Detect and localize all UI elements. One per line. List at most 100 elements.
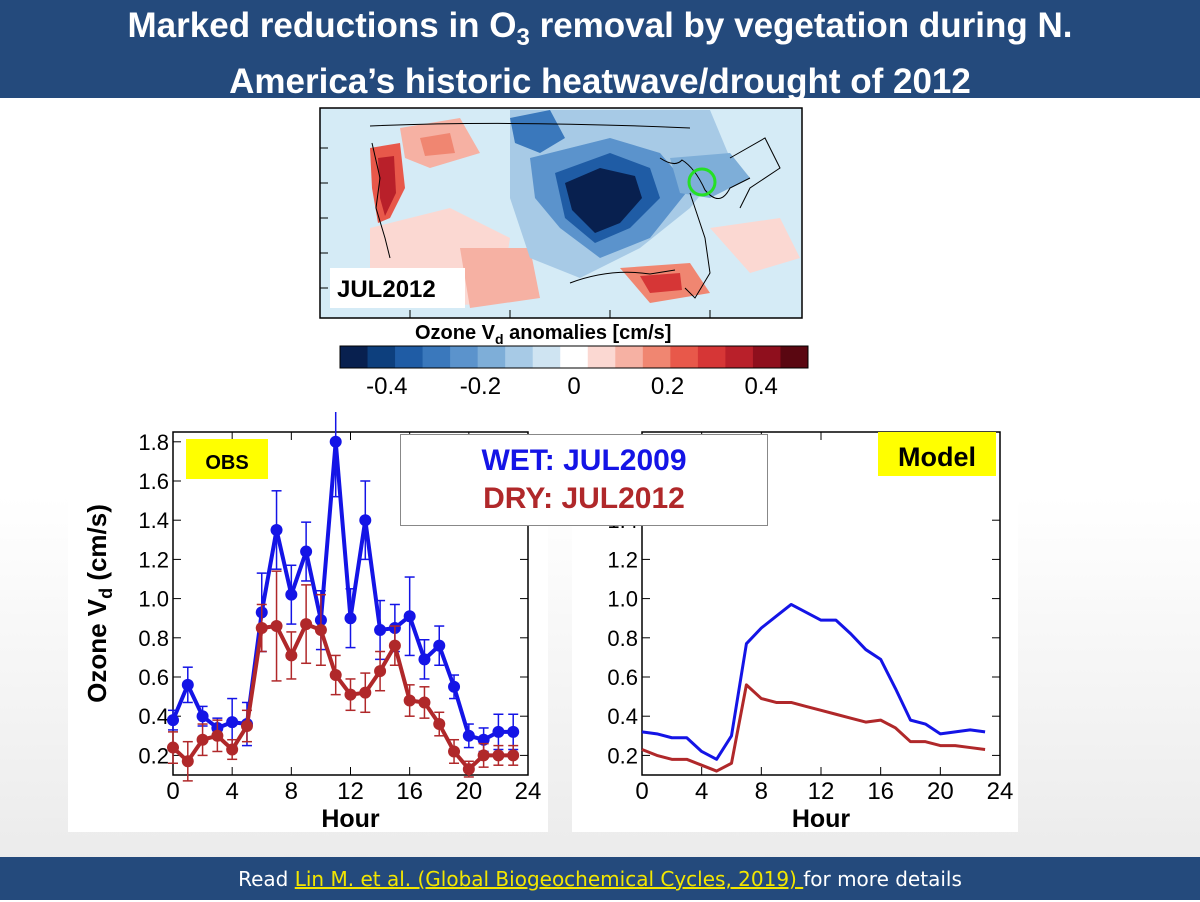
x-tick-label: 0 — [166, 778, 179, 805]
colorbar-tick-label: 0 — [567, 373, 580, 400]
x-tick-label: 12 — [337, 778, 364, 805]
series-dry — [167, 570, 520, 782]
x-tick-label: 20 — [927, 778, 954, 805]
data-point — [344, 688, 357, 701]
x-tick-label: 4 — [225, 778, 238, 805]
y-tick-label: 0.4 — [607, 704, 638, 729]
data-point — [226, 716, 239, 729]
y-tick-label: 0.6 — [138, 665, 169, 690]
panel-label: Model — [898, 442, 976, 472]
legend-wet: WET: JUL2009 — [481, 444, 687, 477]
colorbar-swatch — [340, 346, 369, 368]
title-text: Marked reductions in O — [127, 6, 517, 45]
map-coastlines — [369, 122, 781, 299]
data-point — [300, 618, 313, 631]
data-point — [477, 733, 490, 746]
panel-label-box — [878, 432, 996, 476]
colorbar-swatch — [367, 346, 396, 368]
data-point — [448, 745, 461, 758]
x-tick-label: 20 — [455, 778, 482, 805]
data-point — [181, 678, 194, 691]
x-tick-label: 16 — [867, 778, 894, 805]
data-point — [374, 665, 387, 678]
data-point — [507, 725, 520, 738]
data-point — [270, 620, 283, 633]
data-point — [433, 639, 446, 652]
x-axis-label: Hour — [792, 805, 851, 832]
data-point — [255, 622, 268, 634]
data-point — [492, 749, 505, 762]
y-tick-label: 1.4 — [138, 508, 169, 533]
footer-bar: Read Lin M. et al. (Global Biogeochemica… — [0, 857, 1200, 900]
data-point — [240, 720, 253, 732]
y-tick-label: 1.2 — [138, 547, 169, 572]
y-tick-label: 0.2 — [138, 743, 169, 768]
x-tick-label: 4 — [695, 778, 708, 805]
x-tick-label: 8 — [755, 778, 768, 805]
model-chart-svg: 048121620240.20.40.60.81.01.21.4HourMode… — [607, 431, 1014, 833]
footer-suffix: for more details — [803, 867, 962, 891]
data-point — [359, 686, 372, 699]
anomaly-map-panel: JUL2012 Ozone Vd anomalies [cm/s] -0.4 -0… — [310, 98, 822, 410]
colorbar-swatch — [477, 346, 506, 368]
map-anomaly-field — [370, 110, 800, 308]
footer-prefix: Read — [238, 867, 295, 891]
data-point — [359, 514, 372, 527]
colorbar-tick-label: 0.2 — [651, 373, 684, 400]
title-bar: Marked reductions in O3 removal by veget… — [0, 0, 1200, 101]
colorbar-tick-label: -0.2 — [460, 373, 501, 400]
data-point — [285, 588, 298, 601]
data-point — [448, 680, 461, 693]
data-point — [285, 649, 298, 662]
colorbar-swatch — [615, 346, 644, 368]
x-tick-label: 16 — [396, 778, 423, 805]
y-tick-label: 0.2 — [607, 743, 638, 768]
x-tick-label: 24 — [987, 778, 1014, 805]
colorbar-swatch — [560, 346, 589, 368]
data-point — [270, 524, 283, 536]
panel-label: OBS — [205, 452, 248, 474]
x-tick-label: 24 — [515, 778, 542, 805]
data-point — [403, 694, 416, 707]
series-line — [641, 602, 986, 761]
legend-dry: DRY: JUL2012 — [483, 482, 685, 515]
x-tick-label: 12 — [808, 778, 835, 805]
title-line-2: America’s historic heatwave/drought of 2… — [229, 62, 971, 101]
colorbar-outline — [339, 345, 809, 369]
y-tick-label: 1.6 — [138, 469, 169, 494]
colorbar-swatch — [725, 346, 754, 368]
data-point — [374, 623, 387, 636]
data-point — [462, 729, 475, 742]
data-point — [167, 741, 179, 754]
data-point — [462, 763, 475, 776]
colorbar-tick-label: -0.4 — [366, 373, 407, 400]
colorbar-swatch — [642, 346, 671, 368]
colorbar-swatch — [505, 346, 534, 368]
colorbar-swatch — [395, 346, 424, 368]
paper-link[interactable]: Lin M. et al. (Global Biogeochemical Cyc… — [294, 867, 804, 891]
colorbar — [339, 345, 809, 369]
y-tick-label: 0.8 — [607, 626, 638, 651]
series-wet — [641, 602, 986, 761]
data-point — [300, 545, 313, 558]
y-tick-label: 0.8 — [138, 626, 169, 651]
panel-label-box — [186, 439, 268, 479]
data-point — [492, 725, 505, 738]
data-point — [329, 435, 342, 448]
x-tick-label: 8 — [285, 778, 298, 805]
data-point — [329, 669, 342, 682]
y-axis-label: Ozone Vd (cm/s) — [82, 504, 116, 703]
colorbar-swatch — [670, 346, 699, 368]
data-point — [433, 718, 446, 731]
map-ticks — [320, 147, 711, 318]
map-label-box — [330, 268, 465, 308]
series-dry — [641, 683, 986, 773]
colorbar-tick-labels: -0.4 -0.2 0 0.2 0.4 — [366, 373, 778, 400]
y-tick-label: 1.2 — [607, 547, 638, 572]
data-point — [477, 749, 490, 762]
data-point — [196, 733, 209, 746]
data-point — [314, 623, 327, 636]
y-tick-label: 1.0 — [607, 587, 638, 612]
colorbar-swatch — [697, 346, 726, 368]
colorbar-swatch — [450, 346, 479, 368]
